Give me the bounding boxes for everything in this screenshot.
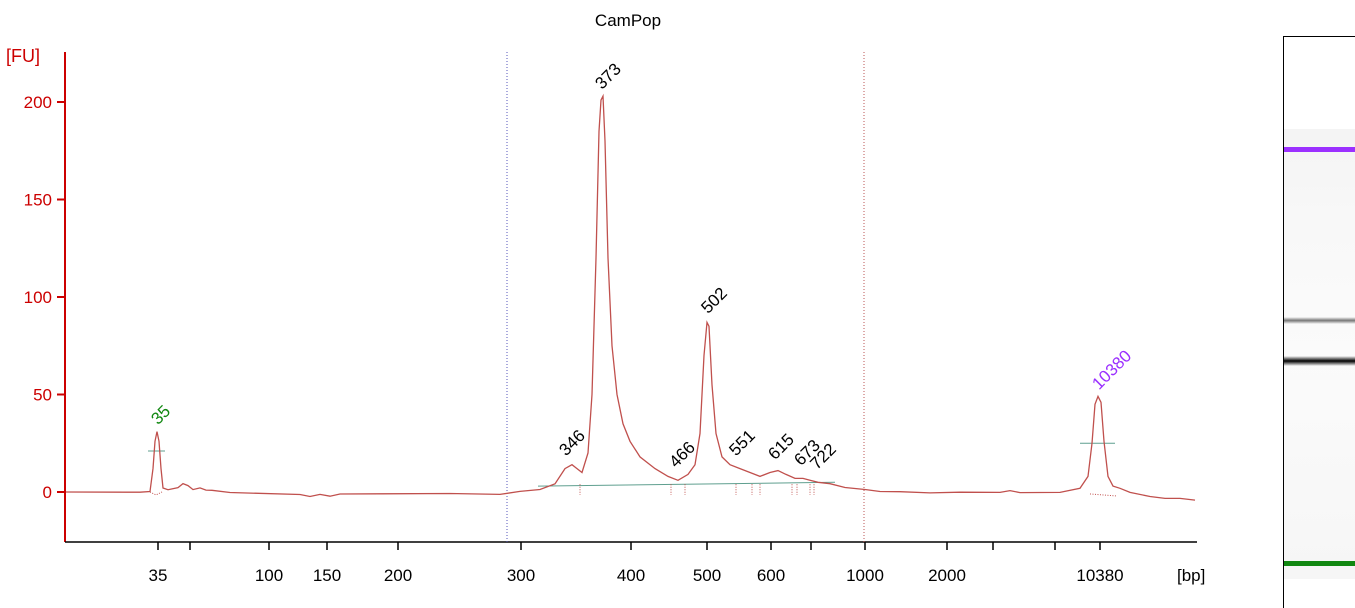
x-tick-label: 200 <box>384 566 412 585</box>
gel-image <box>1283 36 1355 608</box>
y-tick-label: 50 <box>33 386 52 405</box>
chart-title: CamPop <box>595 11 661 30</box>
x-tick-label: 150 <box>313 566 341 585</box>
peak-boundary <box>149 491 163 496</box>
x-tick-label: 10380 <box>1076 566 1123 585</box>
gel-band <box>1284 355 1355 366</box>
y-tick-label: 150 <box>24 191 52 210</box>
y-tick-label: 0 <box>43 483 52 502</box>
y-tick-label: 100 <box>24 288 52 307</box>
x-tick-label: 1000 <box>846 566 884 585</box>
gel-band <box>1284 146 1355 152</box>
gel-lane <box>1284 129 1355 579</box>
x-tick-label: 500 <box>693 566 721 585</box>
peak-label-373: 373 <box>591 59 624 92</box>
peak-boundary <box>1089 493 1117 497</box>
peak-label-10380: 10380 <box>1088 346 1135 393</box>
y-tick-label: 200 <box>24 93 52 112</box>
peak-baseline <box>537 481 836 487</box>
peak-label-346: 346 <box>555 426 588 459</box>
gel-band <box>1284 560 1355 566</box>
signal-trace <box>65 93 1196 501</box>
electropherogram-chart: CamPop [FU] [bp] 0 50 100 150 200 35 100 150 20… <box>6 11 1205 585</box>
x-tick-label: 2000 <box>928 566 966 585</box>
peak-label-502: 502 <box>697 284 730 317</box>
peak-label-35: 35 <box>147 402 174 429</box>
x-tick-label: 35 <box>149 566 168 585</box>
x-axis-label: [bp] <box>1177 566 1205 585</box>
x-tick-label: 100 <box>255 566 283 585</box>
x-tick-label: 400 <box>617 566 645 585</box>
gel-band <box>1284 316 1355 324</box>
x-tick-label: 600 <box>757 566 785 585</box>
peak-label-551: 551 <box>725 426 758 459</box>
y-axis-label: [FU] <box>6 46 40 66</box>
x-tick-label: 300 <box>507 566 535 585</box>
